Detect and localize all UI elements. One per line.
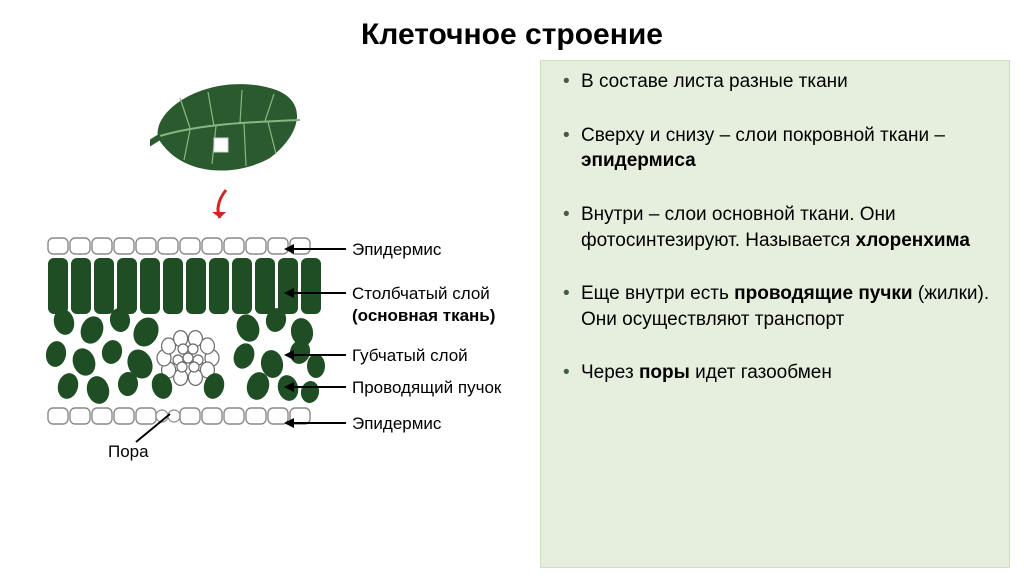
label-bundle: Проводящий пучок [352, 378, 501, 398]
bullet-item: Еще внутри есть проводящие пучки (жилки)… [559, 281, 995, 332]
bullet-panel: В составе листа разные ткани Сверху и сни… [540, 60, 1010, 568]
diagram-panel: Эпидермис Столбчатый слой (основная ткан… [0, 52, 540, 568]
diagram: Эпидермис Столбчатый слой (основная ткан… [30, 62, 530, 562]
label-epidermis-top: Эпидермис [352, 240, 441, 260]
leaf-icon [150, 68, 310, 188]
content-row: Эпидермис Столбчатый слой (основная ткан… [0, 52, 1024, 568]
label-epidermis-bottom: Эпидермис [352, 414, 441, 434]
label-main-tissue: (основная ткань) [352, 306, 495, 326]
pore-pointer-icon [130, 408, 190, 448]
leaf-cross-section [40, 234, 340, 534]
arrow-red-icon [208, 188, 238, 228]
bullet-list: В составе листа разные ткани Сверху и сни… [559, 69, 995, 386]
label-spongy: Губчатый слой [352, 346, 468, 366]
bullet-item: Внутри – слои основной ткани. Они фотоси… [559, 202, 995, 253]
label-columnar: Столбчатый слой [352, 284, 490, 304]
page-title: Клеточное строение [0, 0, 1024, 52]
bullet-item: Через поры идет газообмен [559, 360, 995, 386]
bullet-item: В составе листа разные ткани [559, 69, 995, 95]
bullet-item: Сверху и снизу – слои покровной ткани – … [559, 123, 995, 174]
